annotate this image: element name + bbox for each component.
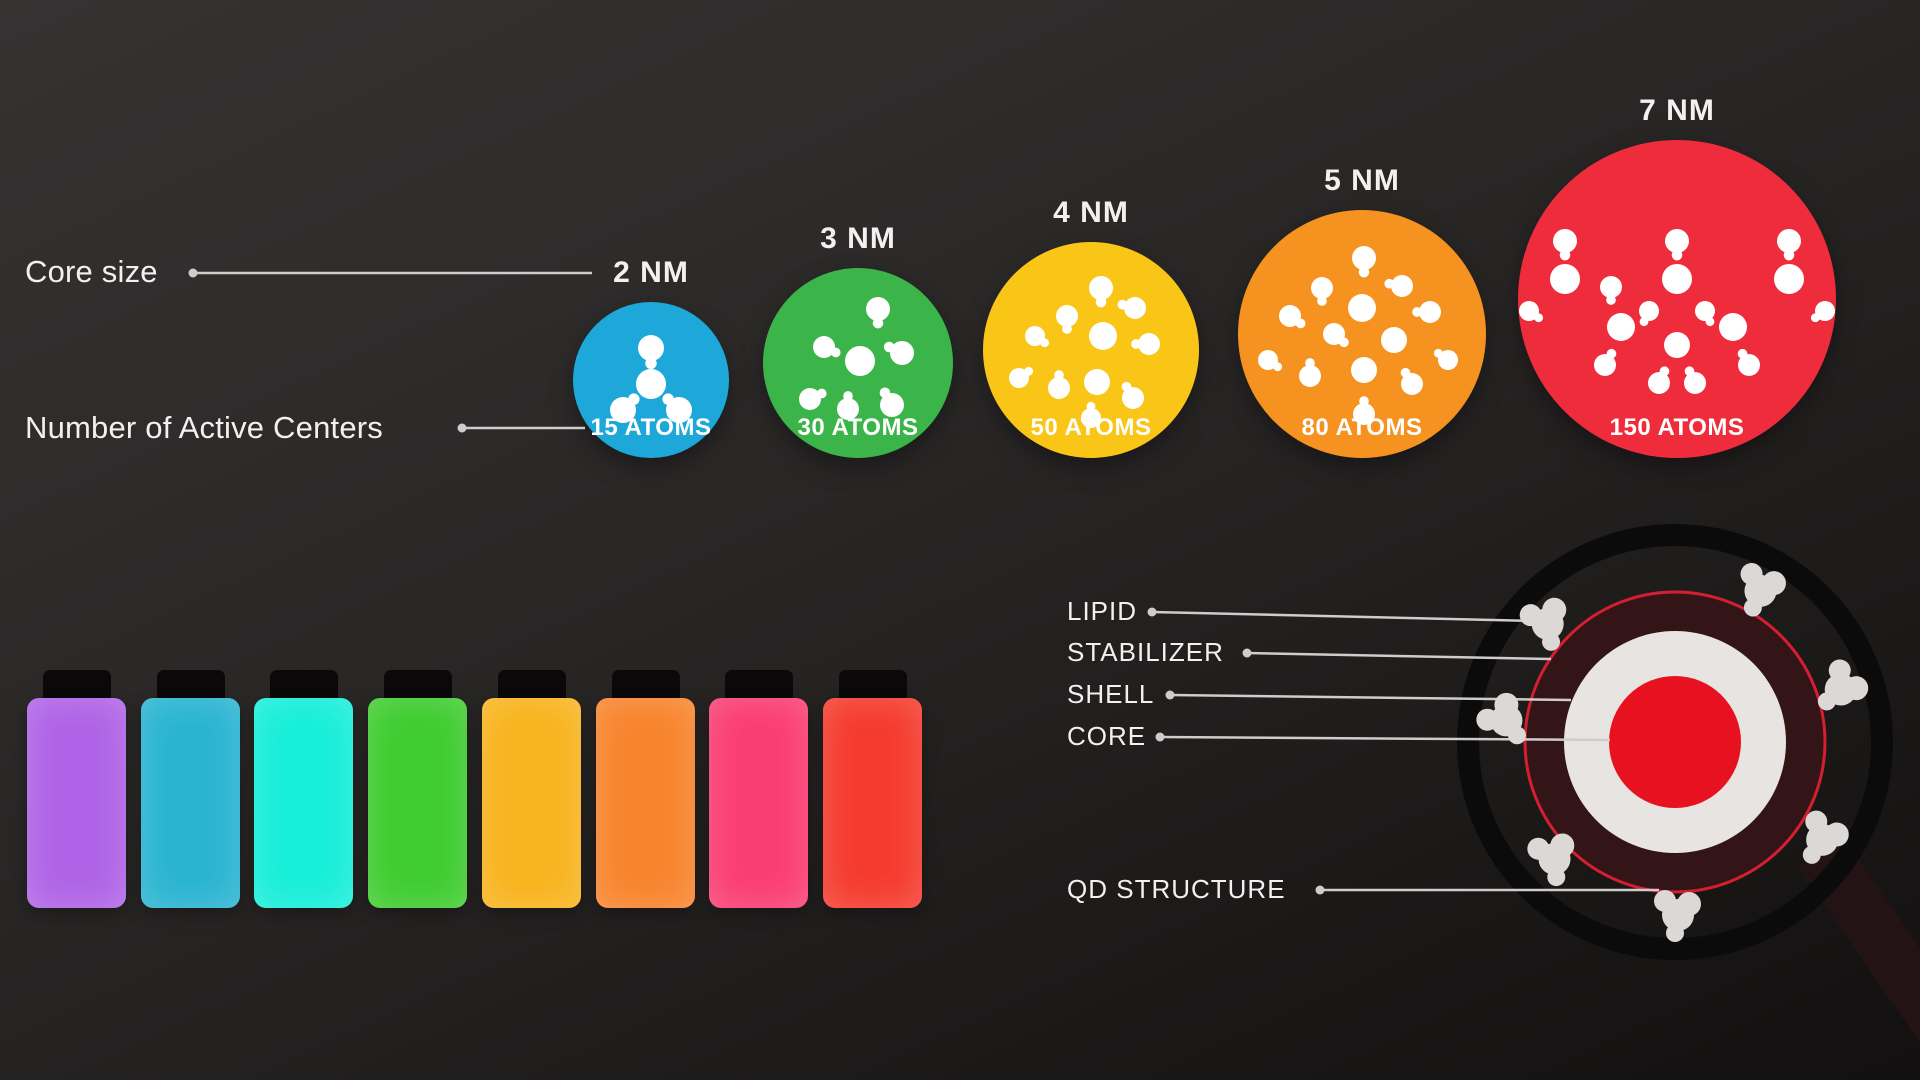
quantum-dot-circle: 80 ATOMS [1238, 210, 1486, 458]
qd-structure-label: QD STRUCTURE [1067, 874, 1286, 904]
qd-layer-label-core: CORE [1067, 721, 1147, 751]
core-size-label: Core size [25, 254, 158, 289]
qd-layer-label-lipid: LIPID [1067, 596, 1138, 626]
quantum-dot-circle: 150 ATOMS [1518, 140, 1836, 458]
qd-layer-label-stabilizer: STABILIZER [1067, 637, 1224, 667]
dot-size-label: 5 NM [1324, 164, 1400, 197]
atom-count-label: 80 ATOMS [1301, 414, 1423, 441]
fluorescent-vial [482, 698, 581, 908]
quantum-dot-circle: 30 ATOMS [763, 268, 953, 458]
atom-count-label: 30 ATOMS [797, 414, 919, 441]
quantum-dot-circle: 50 ATOMS [983, 242, 1199, 458]
dot-size-label: 4 NM [1053, 196, 1129, 229]
atom-count-label: 15 ATOMS [590, 414, 712, 441]
atom-count-label: 50 ATOMS [1030, 414, 1152, 441]
fluorescent-vial [709, 698, 808, 908]
molecule-icon [799, 297, 914, 420]
fluorescent-vial [254, 698, 353, 908]
molecule-icon [610, 335, 692, 423]
molecule-icon [1519, 229, 1835, 394]
dot-size-label: 2 NM [613, 256, 689, 289]
quantum-dot-circle: 15 ATOMS [573, 302, 729, 458]
qd-layer-label-shell: SHELL [1067, 679, 1155, 709]
fluorescent-vial [368, 698, 467, 908]
fluorescent-vial [596, 698, 695, 908]
atom-count-label: 150 ATOMS [1609, 414, 1745, 441]
dot-size-label: 7 NM [1639, 94, 1715, 127]
fluorescent-vial [141, 698, 240, 908]
molecule-icon [1009, 276, 1160, 428]
fluorescent-vial [27, 698, 126, 908]
active-centers-label: Number of Active Centers [25, 410, 384, 445]
dot-size-label: 3 NM [820, 222, 896, 255]
fluorescent-vial [823, 698, 922, 908]
molecule-icon [1258, 246, 1458, 425]
